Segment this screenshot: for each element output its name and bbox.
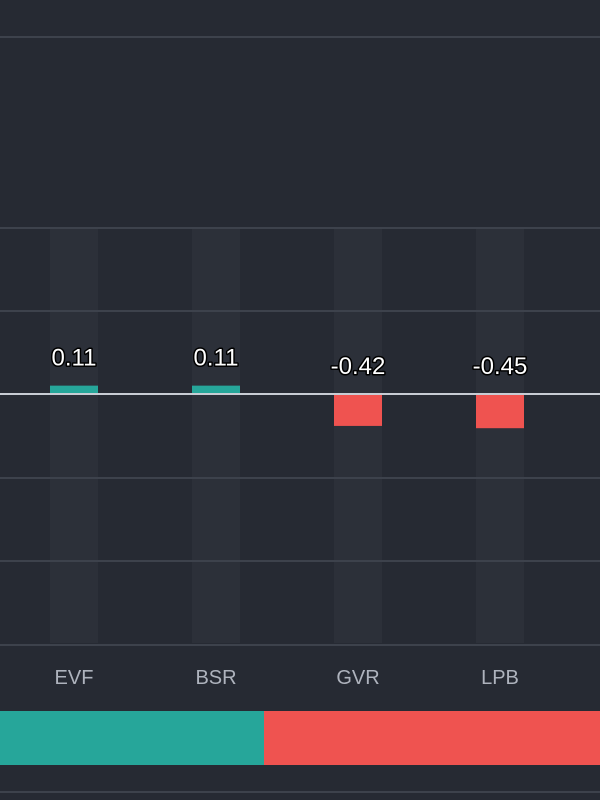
summary-bar-negative — [264, 711, 600, 765]
column-band-evf — [50, 228, 98, 643]
category-label-evf: EVF — [55, 667, 94, 689]
summary-bar-positive — [0, 711, 264, 765]
column-band-bsr — [192, 228, 240, 643]
value-label-gvr: -0.42 — [331, 353, 386, 380]
value-label-evf: 0.11 — [52, 345, 97, 372]
bar-evf — [50, 385, 98, 394]
column-band-gvr — [334, 228, 382, 643]
value-label-bsr: 0.11 — [194, 345, 239, 372]
bar-gvr — [334, 394, 382, 426]
column-band-lpb — [476, 228, 524, 643]
category-label-bsr: BSR — [195, 667, 236, 689]
bar-lpb — [476, 394, 524, 429]
category-label-lpb: LPB — [481, 667, 519, 689]
category-label-gvr: GVR — [336, 667, 379, 689]
value-label-lpb: -0.45 — [473, 353, 528, 380]
bar-bsr — [192, 385, 240, 394]
